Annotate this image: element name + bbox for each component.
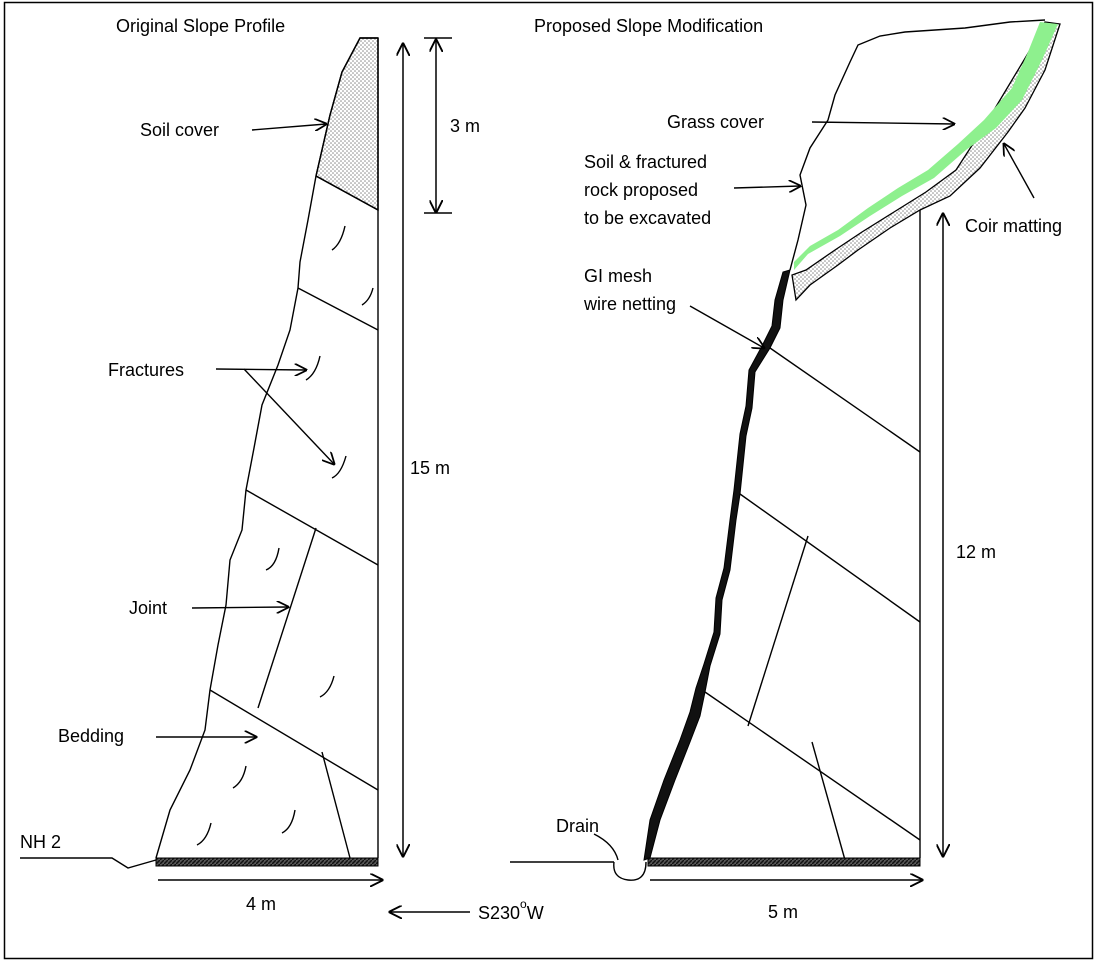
right-joint-line-2: [811, 741, 846, 861]
direction-label: S230oW: [478, 897, 544, 923]
drain-pointer: [593, 833, 619, 861]
right-dimensions: [650, 214, 943, 880]
fracture-mark: [232, 765, 247, 789]
fracture-mark: [265, 547, 280, 571]
bedding-plane-4: [209, 689, 379, 791]
dim-4m-label: 4 m: [246, 894, 276, 914]
fracture-mark: [331, 455, 347, 479]
bedding-label: Bedding: [58, 726, 124, 746]
right-label-arrows: [689, 122, 1035, 348]
fracture-mark: [196, 822, 212, 846]
road-surface-line: [20, 857, 157, 869]
left-panel: [20, 37, 379, 869]
original-slope-face: [155, 37, 378, 859]
bedding-plane-1: [315, 175, 379, 211]
gi-mesh-netting: [643, 269, 791, 861]
gi-mesh-label-line1: GI mesh: [584, 266, 652, 286]
bedding-plane-2: [297, 287, 379, 331]
figure-border: [3, 1, 1094, 960]
grass-cover-label: Grass cover: [667, 112, 764, 132]
dim-12m-label: 12 m: [956, 542, 996, 562]
joint-line-1: [257, 527, 317, 709]
left-dimensions: [158, 37, 452, 880]
right-panel-title: Proposed Slope Modification: [534, 16, 763, 36]
drain-profile: [613, 861, 647, 881]
fracture-mark: [281, 809, 296, 834]
left-label-arrows: [156, 124, 334, 737]
fracture-mark: [331, 225, 346, 251]
dim-15m-label: 15 m: [410, 458, 450, 478]
right-base-hatch: [647, 857, 921, 867]
road-label: NH 2: [20, 832, 61, 852]
right-bedding-plane-1: [769, 347, 921, 453]
gi-mesh-label-line2: wire netting: [583, 294, 676, 314]
right-joint-line-1: [747, 535, 809, 727]
coir-matting-area: [791, 21, 1061, 302]
joint-label: Joint: [129, 598, 167, 618]
fracture-mark: [319, 675, 335, 698]
left-panel-title: Original Slope Profile: [116, 16, 285, 36]
excavation-outline: [789, 19, 1046, 271]
excavation-label-line1: Soil & fractured: [584, 152, 707, 172]
bedding-plane-3: [245, 489, 379, 566]
excavation-label-line3: to be excavated: [584, 208, 711, 228]
fracture-mark: [305, 355, 321, 381]
joint-line-2: [321, 751, 351, 859]
right-bedding-plane-3: [704, 691, 921, 841]
fracture-mark: [361, 287, 374, 306]
soil-cover-label: Soil cover: [140, 120, 219, 140]
grass-cover-band: [794, 22, 1058, 270]
coir-matting-label: Coir matting: [965, 216, 1062, 236]
dim-3m-label: 3 m: [450, 116, 480, 136]
right-panel: [510, 19, 1061, 881]
fractures-label: Fractures: [108, 360, 184, 380]
left-base-hatch: [155, 857, 379, 867]
drain-label: Drain: [556, 816, 599, 836]
dim-5m-label: 5 m: [768, 902, 798, 922]
right-bedding-plane-2: [739, 493, 921, 623]
excavation-label-line2: rock proposed: [584, 180, 698, 200]
